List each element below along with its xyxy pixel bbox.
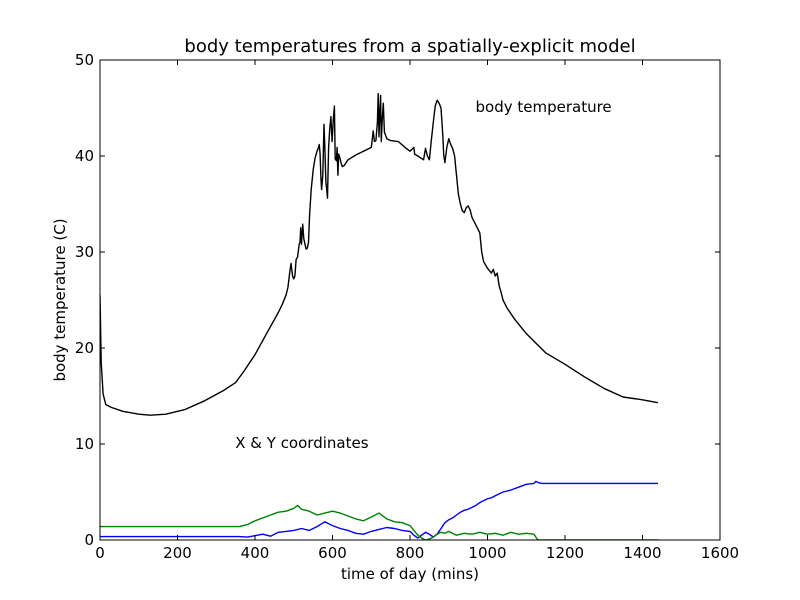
annotations: body temperature X & Y coordinates bbox=[235, 98, 611, 452]
y-tick-label: 0 bbox=[84, 531, 94, 549]
y-axis: 0 10 20 30 40 50 bbox=[75, 51, 720, 549]
series-line-2 bbox=[100, 504, 658, 540]
annotation-1: X & Y coordinates bbox=[235, 434, 368, 452]
x-axis: 0 200 400 600 800 1000 1200 1400 1600 bbox=[95, 60, 739, 562]
series-layer bbox=[100, 92, 659, 540]
x-tick-label: 1000 bbox=[468, 544, 506, 562]
x-tick-label: 0 bbox=[95, 544, 105, 562]
y-tick-label: 10 bbox=[75, 435, 94, 453]
chart-title: body temperatures from a spatially-expli… bbox=[184, 36, 635, 57]
x-tick-label: 1200 bbox=[546, 544, 584, 562]
x-axis-label: time of day (mins) bbox=[341, 565, 479, 583]
y-tick-label: 20 bbox=[75, 339, 94, 357]
series-line-1 bbox=[100, 480, 658, 539]
y-tick-label: 30 bbox=[75, 243, 94, 261]
y-tick-label: 40 bbox=[75, 147, 94, 165]
x-tick-label: 1400 bbox=[623, 544, 661, 562]
plot-frame bbox=[99, 59, 721, 541]
annotation-0: body temperature bbox=[476, 98, 612, 116]
x-tick-label: 600 bbox=[318, 544, 347, 562]
x-tick-label: 800 bbox=[396, 544, 425, 562]
y-tick-label: 50 bbox=[75, 51, 94, 69]
y-axis-label: body temperature (C) bbox=[51, 218, 69, 381]
x-tick-label: 1600 bbox=[701, 544, 739, 562]
series-line-0 bbox=[100, 92, 659, 416]
plot-area bbox=[99, 59, 721, 541]
x-tick-label: 400 bbox=[241, 544, 270, 562]
x-tick-label: 200 bbox=[163, 544, 192, 562]
